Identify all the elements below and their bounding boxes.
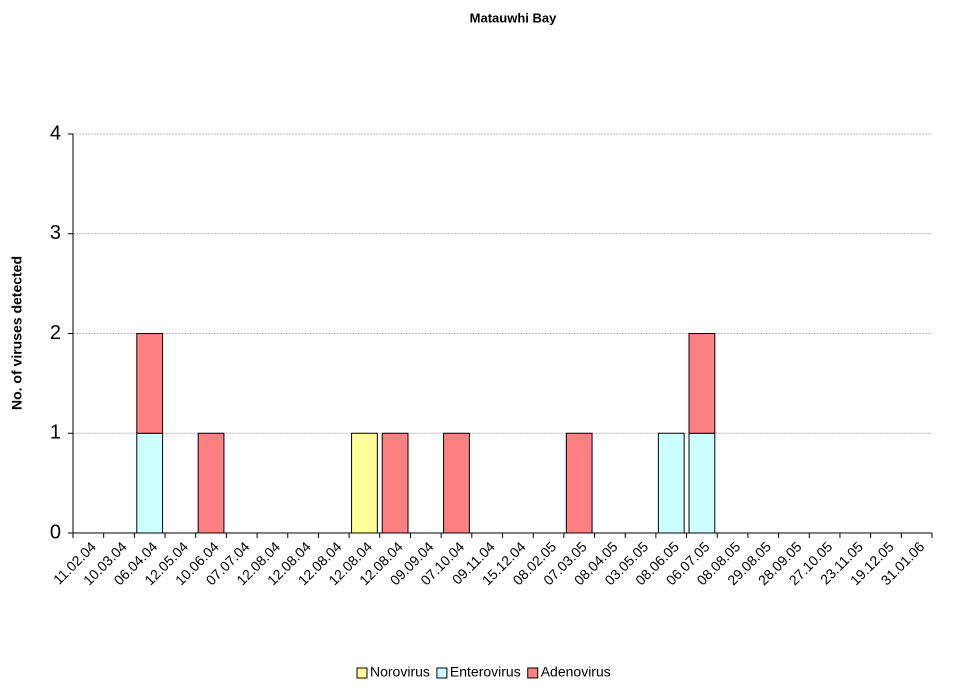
y-tick-label: 2: [50, 322, 61, 344]
chart-title: Matauwhi Bay: [470, 10, 557, 25]
bar: [657, 432, 685, 534]
legend-label: Enterovirus: [450, 664, 521, 680]
legend-swatch: [527, 667, 539, 679]
bar: [688, 432, 716, 534]
bar: [565, 432, 593, 534]
bar: [351, 432, 378, 534]
bar: [688, 333, 716, 434]
y-tick-label: 0: [50, 521, 61, 543]
legend-swatch: [436, 667, 448, 679]
bar: [197, 432, 225, 534]
bar: [443, 432, 470, 534]
bar: [136, 432, 164, 534]
y-axis-label: No. of viruses detected: [9, 256, 25, 410]
bar: [136, 333, 164, 434]
legend-swatch: [356, 667, 368, 679]
y-tick-label: 3: [50, 222, 61, 244]
legend-label: Norovirus: [370, 664, 430, 680]
bar: [381, 432, 409, 534]
y-tick-label: 1: [50, 422, 61, 444]
y-tick-label: 4: [50, 122, 61, 144]
legend-label: Adenovirus: [541, 664, 611, 680]
